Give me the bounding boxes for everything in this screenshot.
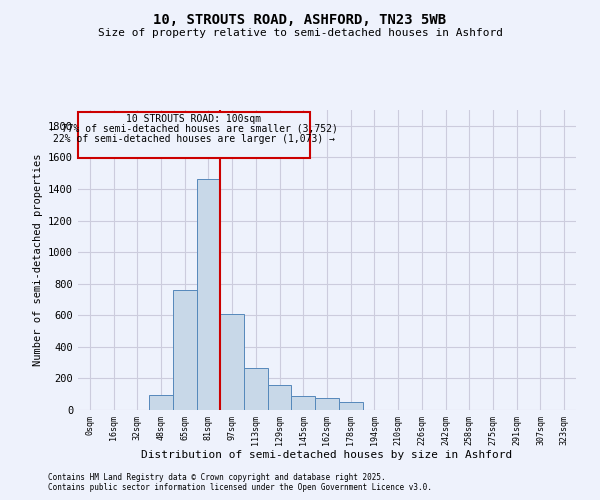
- Y-axis label: Number of semi-detached properties: Number of semi-detached properties: [32, 154, 43, 366]
- Bar: [197, 180, 220, 410]
- Text: ← 77% of semi-detached houses are smaller (3,752): ← 77% of semi-detached houses are smalle…: [50, 124, 338, 134]
- Bar: [149, 395, 173, 410]
- Bar: [244, 368, 268, 410]
- Bar: [339, 402, 362, 410]
- Text: 10, STROUTS ROAD, ASHFORD, TN23 5WB: 10, STROUTS ROAD, ASHFORD, TN23 5WB: [154, 12, 446, 26]
- Text: Size of property relative to semi-detached houses in Ashford: Size of property relative to semi-detach…: [97, 28, 503, 38]
- Bar: [220, 314, 244, 410]
- Text: 22% of semi-detached houses are larger (1,073) →: 22% of semi-detached houses are larger (…: [53, 134, 335, 144]
- Text: Contains public sector information licensed under the Open Government Licence v3: Contains public sector information licen…: [48, 484, 432, 492]
- Bar: [268, 384, 292, 410]
- X-axis label: Distribution of semi-detached houses by size in Ashford: Distribution of semi-detached houses by …: [142, 450, 512, 460]
- Bar: [315, 398, 339, 410]
- Bar: [173, 290, 197, 410]
- Text: Contains HM Land Registry data © Crown copyright and database right 2025.: Contains HM Land Registry data © Crown c…: [48, 474, 386, 482]
- Text: 10 STROUTS ROAD: 100sqm: 10 STROUTS ROAD: 100sqm: [127, 114, 262, 124]
- Bar: [292, 396, 315, 410]
- FancyBboxPatch shape: [78, 112, 310, 158]
